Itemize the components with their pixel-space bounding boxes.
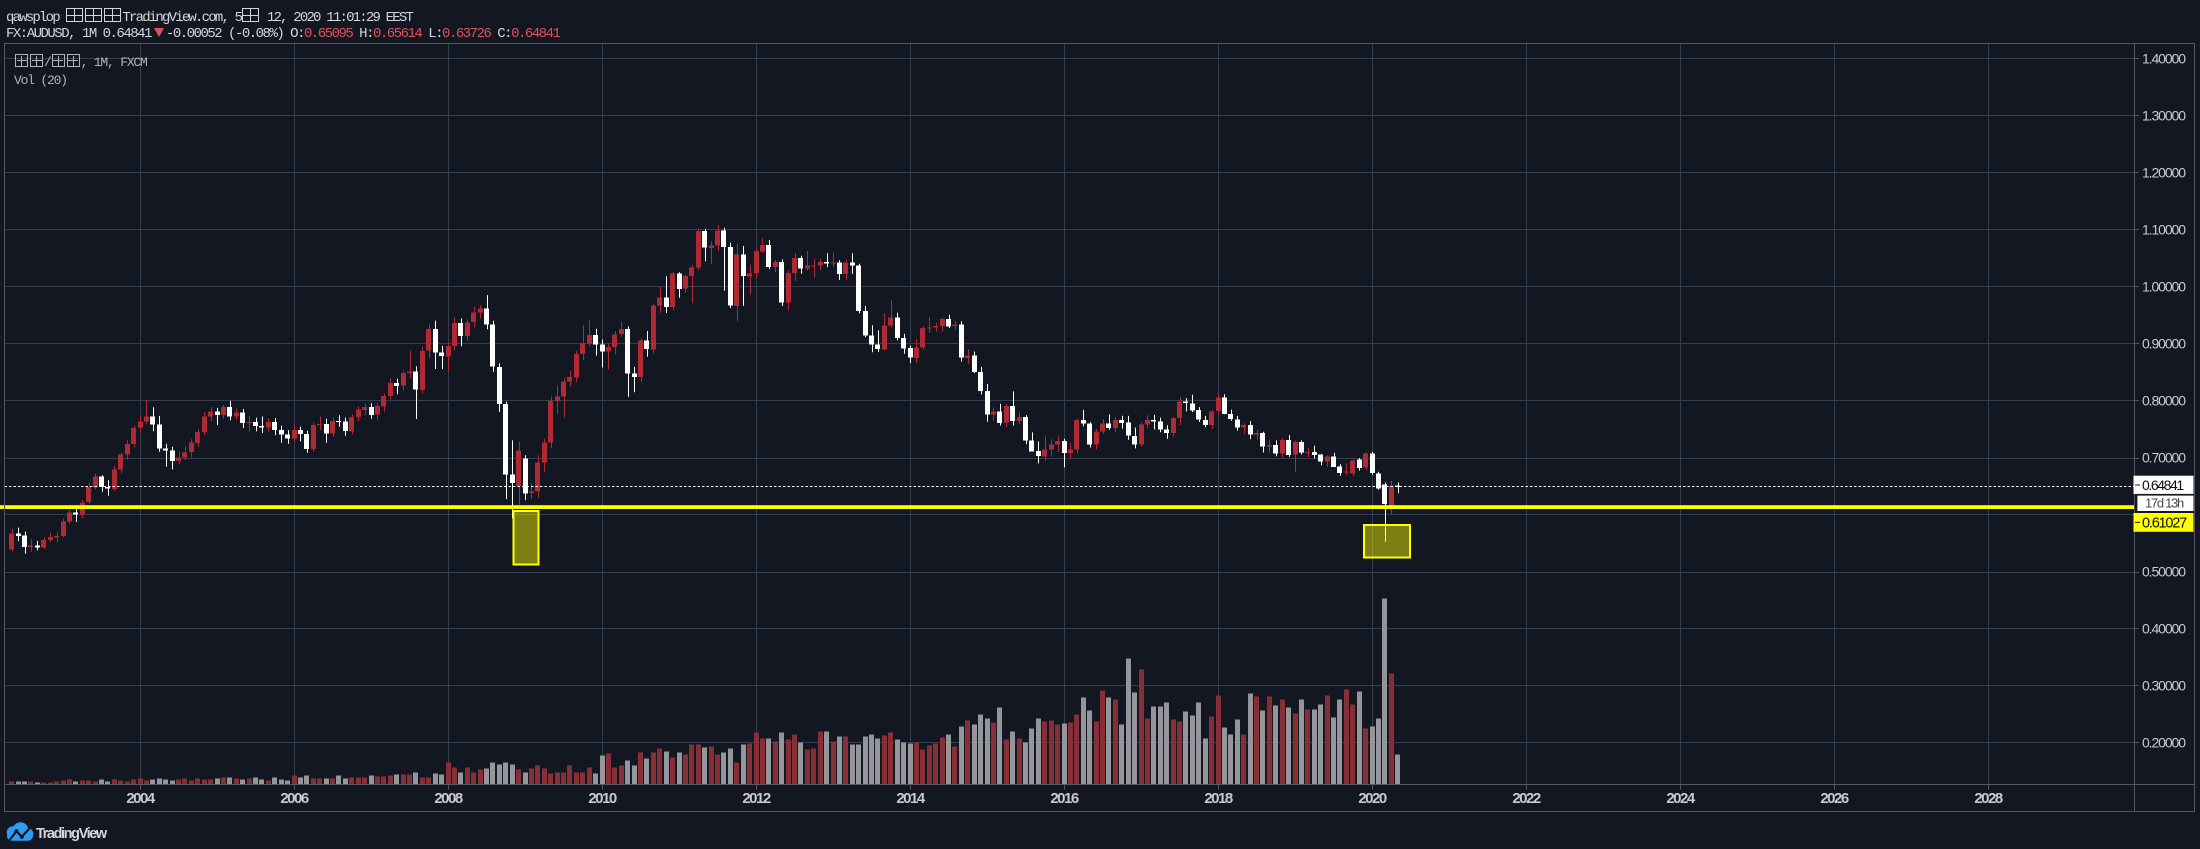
svg-text:0.80000: 0.80000: [2142, 393, 2186, 409]
svg-text:1.40000: 1.40000: [2142, 51, 2186, 67]
svg-text:2014: 2014: [896, 790, 926, 807]
svg-text:2024: 2024: [1666, 790, 1696, 807]
svg-text:2022: 2022: [1512, 790, 1541, 807]
svg-text:TradingView: TradingView: [36, 826, 108, 842]
svg-text:2028: 2028: [1974, 790, 2003, 807]
svg-text:2018: 2018: [1204, 790, 1233, 807]
svg-text:0.30000: 0.30000: [2142, 678, 2186, 694]
svg-text:0.20000: 0.20000: [2142, 735, 2186, 751]
svg-text:0.50000: 0.50000: [2142, 564, 2186, 580]
svg-text:17d 13h: 17d 13h: [2145, 496, 2184, 511]
svg-text:0.70000: 0.70000: [2142, 450, 2186, 466]
svg-text:2004: 2004: [126, 790, 156, 807]
svg-text:2012: 2012: [742, 790, 771, 807]
svg-text:2010: 2010: [588, 790, 617, 807]
svg-text:1.20000: 1.20000: [2142, 165, 2186, 181]
svg-text:2006: 2006: [280, 790, 309, 807]
svg-text:0.61027: 0.61027: [2142, 516, 2187, 532]
svg-text:2026: 2026: [1820, 790, 1849, 807]
svg-text:0.64841: 0.64841: [2142, 477, 2184, 493]
svg-text:0.90000: 0.90000: [2142, 336, 2186, 352]
svg-text:1.10000: 1.10000: [2142, 222, 2186, 238]
svg-text:2016: 2016: [1050, 790, 1079, 807]
svg-text:2020: 2020: [1358, 790, 1387, 807]
svg-text:1.00000: 1.00000: [2142, 279, 2186, 295]
svg-text:0.40000: 0.40000: [2142, 621, 2186, 637]
svg-text:1.30000: 1.30000: [2142, 108, 2186, 124]
svg-text:2008: 2008: [434, 790, 463, 807]
